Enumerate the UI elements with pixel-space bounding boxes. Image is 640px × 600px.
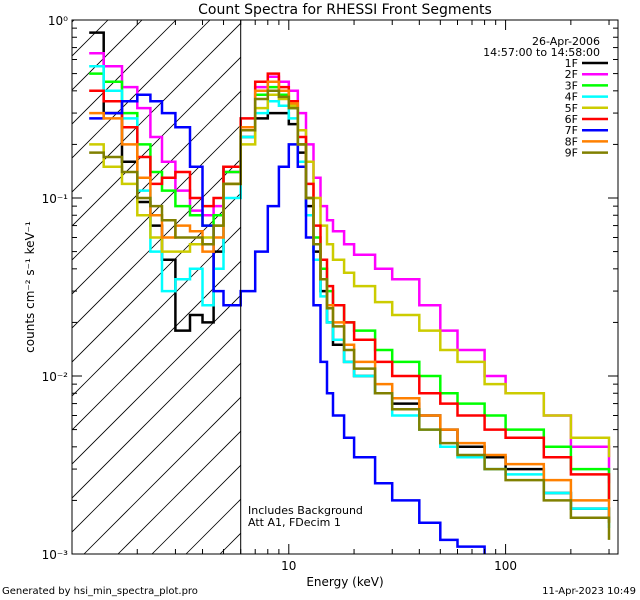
- hatch-line: [72, 20, 177, 125]
- hatch-line: [72, 124, 241, 295]
- series-6f-line: [89, 72, 611, 501]
- hatch-line: [72, 56, 241, 227]
- annotation-attenuator: Att A1, FDecim 1: [248, 516, 341, 529]
- legend-label-4f: 4F: [565, 91, 578, 104]
- legend-time-range: 14:57:00 to 14:58:00: [483, 46, 600, 59]
- hatch-line: [72, 260, 241, 431]
- footer-generated-by: Generated by hsi_min_spectra_plot.pro: [2, 586, 198, 597]
- legend-label-8f: 8F: [565, 135, 578, 148]
- annotation-background: Includes Background: [248, 504, 363, 517]
- x-tick-label: 100: [494, 559, 517, 573]
- y-tick-label: 10⁻³: [42, 548, 69, 562]
- hatch-line: [72, 90, 241, 261]
- hatch-line: [72, 22, 241, 193]
- hatch-line: [0, 20, 6, 554]
- hatch-line: [72, 226, 241, 397]
- legend-date: 26-Apr-2006: [532, 35, 600, 48]
- hatch-line: [72, 20, 109, 57]
- series-2f-line: [89, 52, 611, 484]
- series-7f-line: [89, 93, 486, 554]
- y-tick-label: 10⁰: [48, 14, 68, 28]
- footer-timestamp: 11-Apr-2023 10:49: [542, 586, 636, 597]
- series-4f-line: [89, 64, 611, 528]
- hatch-line: [72, 362, 241, 533]
- series-1f-line: [89, 31, 611, 523]
- hatch-line: [72, 328, 241, 499]
- hatch-line: [72, 20, 75, 23]
- hatched-region: [0, 20, 241, 554]
- y-tick-label: 10⁻¹: [42, 192, 69, 206]
- x-axis-label: Energy (keV): [306, 575, 383, 589]
- series-group: [89, 31, 611, 554]
- hatch-line: [83, 396, 241, 554]
- chart-title: Count Spectra for RHESSI Front Segments: [198, 2, 492, 18]
- hatch-line: [72, 192, 241, 363]
- legend-label-2f: 2F: [565, 68, 578, 81]
- plot-frame: [71, 19, 619, 555]
- y-tick-label: 10⁻²: [42, 370, 69, 384]
- legend-label-3f: 3F: [565, 79, 578, 92]
- legend-label-9f: 9F: [565, 147, 578, 160]
- x-tick-label: 10: [281, 559, 296, 573]
- series-8f-line: [89, 80, 611, 523]
- hatch-line: [117, 430, 241, 554]
- series-9f-line: [89, 89, 611, 540]
- axis-ticks: 10 100 10⁰ 10⁻¹ 10⁻² 10⁻³: [42, 14, 618, 573]
- legend-label-1f: 1F: [565, 57, 578, 70]
- legend-label-7f: 7F: [565, 124, 578, 137]
- legend-label-6f: 6F: [565, 113, 578, 126]
- legend-label-5f: 5F: [565, 102, 578, 115]
- y-axis-label: counts cm⁻² s⁻¹ keV⁻¹: [23, 221, 37, 353]
- hatch-line: [72, 158, 241, 329]
